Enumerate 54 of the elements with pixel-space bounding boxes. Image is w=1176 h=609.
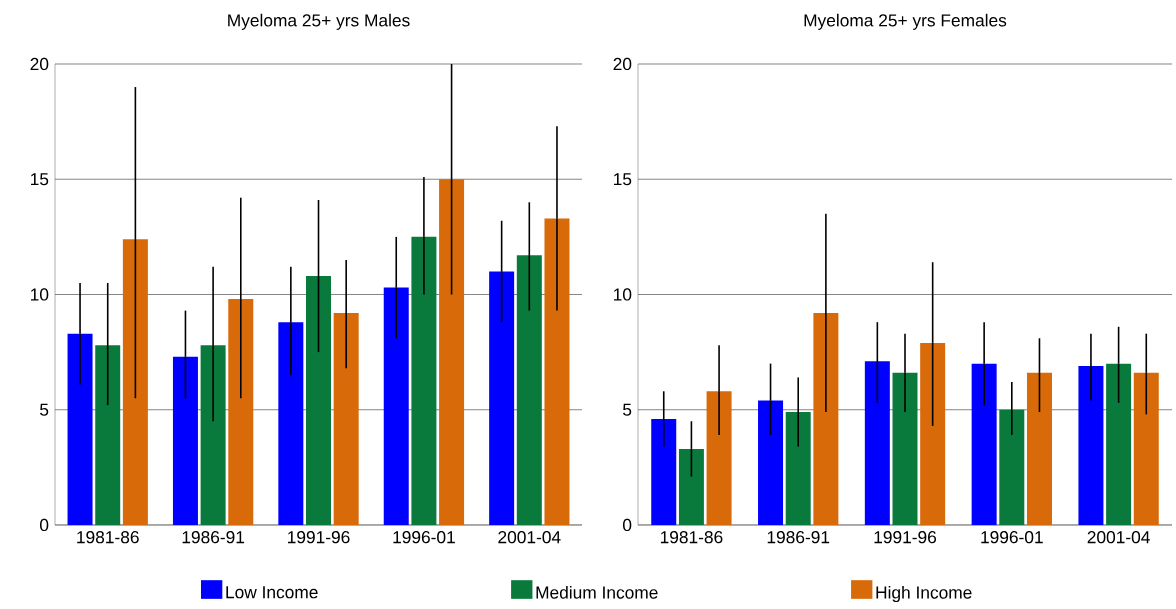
- bar: [333, 312, 359, 525]
- bar: [200, 345, 226, 525]
- bar: [172, 356, 198, 525]
- y-tick-label: 10: [31, 288, 49, 301]
- bar: [489, 271, 515, 525]
- x-tick-label: 1981-86: [77, 531, 139, 544]
- y-tick-label: 0: [40, 518, 49, 532]
- x-tick-label: 1986-91: [182, 531, 245, 544]
- bar: [1106, 363, 1132, 525]
- y-tick-label: 5: [40, 403, 49, 416]
- x-tick-label: 1981-86: [660, 531, 723, 544]
- bar: [228, 299, 254, 525]
- bar: [516, 255, 542, 525]
- y-tick-label: 20: [613, 57, 632, 71]
- y-tick-label: 20: [30, 57, 49, 71]
- bar: [1078, 365, 1104, 525]
- bar: [411, 236, 437, 525]
- bar: [785, 412, 811, 525]
- chart-title: Myeloma 25+ yrs Females: [804, 13, 1007, 30]
- bar: [813, 312, 839, 525]
- y-tick-label: 5: [623, 403, 632, 416]
- bar: [920, 342, 946, 525]
- x-tick-label: 1986-91: [767, 531, 830, 544]
- legend-label: High Income: [876, 585, 972, 603]
- bar: [651, 418, 677, 525]
- y-tick-label: 10: [614, 288, 632, 301]
- bar: [306, 276, 332, 525]
- legend-label: Medium Income: [536, 585, 658, 599]
- y-tick-label: 15: [614, 173, 632, 186]
- legend-label: Low Income: [226, 586, 318, 599]
- bar: [1026, 372, 1052, 525]
- x-tick-label: 1996-01: [393, 531, 455, 544]
- y-tick-label: 15: [31, 173, 49, 186]
- bar: [678, 448, 704, 525]
- bar: [95, 345, 121, 525]
- bar: [67, 333, 93, 525]
- x-tick-label: 2001-04: [498, 531, 561, 544]
- x-tick-label: 2001-04: [1087, 531, 1150, 544]
- bar: [706, 391, 732, 525]
- x-tick-label: 1991-96: [288, 531, 350, 544]
- bar: [971, 363, 997, 525]
- bar: [999, 409, 1025, 525]
- bar: [892, 372, 918, 525]
- bar: [1133, 372, 1159, 525]
- x-tick-label: 1991-96: [874, 531, 937, 544]
- x-tick-label: 1996-01: [981, 531, 1043, 544]
- bar: [383, 287, 409, 525]
- bar: [278, 322, 304, 525]
- bar: [758, 400, 784, 525]
- bar: [439, 179, 465, 525]
- bar: [864, 361, 890, 525]
- chart-title: Myeloma 25+ yrs Males: [228, 13, 410, 30]
- y-tick-label: 0: [623, 518, 632, 532]
- bar: [544, 218, 570, 525]
